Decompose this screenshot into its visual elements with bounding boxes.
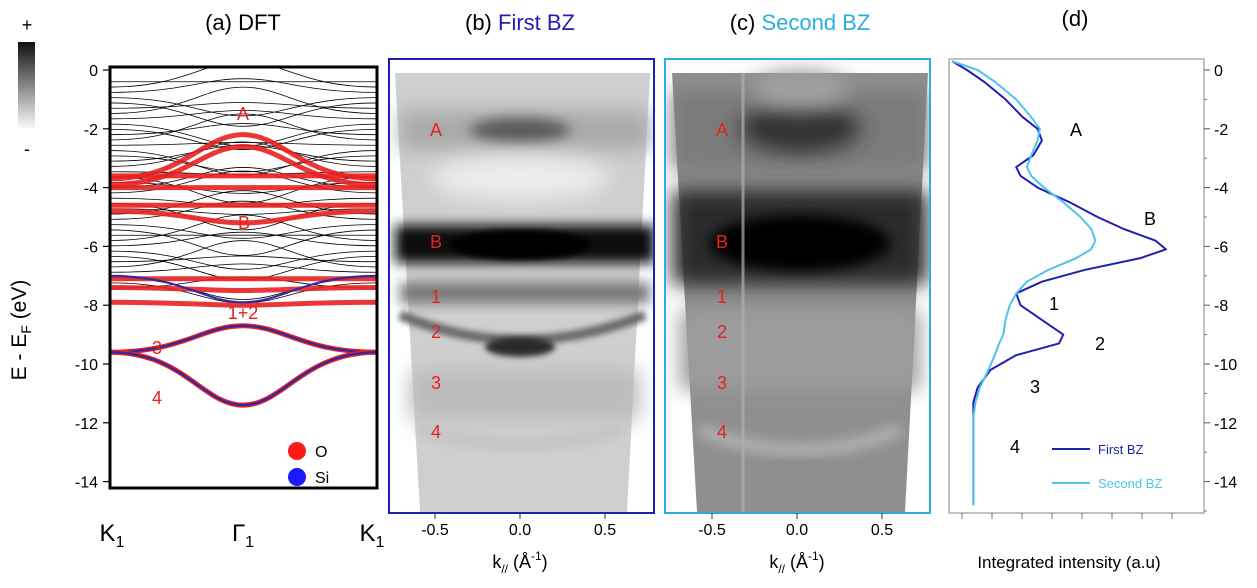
y-tick-label: -14	[75, 475, 98, 492]
x-tick-label: 0.0	[509, 522, 531, 539]
peak-label-1: 1	[717, 287, 727, 307]
y-tick-label: -2	[84, 122, 98, 139]
peak-label-2: 2	[717, 322, 727, 342]
panel-a-dft: (a) DFT 0-2-4-6-8-10-12-14 K1 Γ1 K1 A B …	[75, 10, 385, 551]
dft-band-o	[110, 146, 377, 184]
y-tick-label: -12	[1214, 416, 1237, 433]
peak-label-2: 2	[431, 322, 441, 342]
y-tick-label: -4	[84, 181, 98, 198]
y-tick-label: -2	[1214, 122, 1228, 139]
colorbar-gradient	[18, 42, 35, 130]
x-tick-label: 0.5	[871, 522, 893, 539]
panel-d-x-label: Integrated intensity (a.u)	[977, 553, 1160, 572]
x-tick-gamma1: Γ1	[232, 520, 254, 551]
peak-label-1: 1	[1049, 294, 1059, 314]
peak-label-3: 3	[431, 373, 441, 393]
dft-band-o	[110, 352, 377, 405]
panel-d-y-ticks: 0 -2 -4 -6 -8 -10 -12 -14	[1204, 63, 1237, 511]
legend-si-marker	[288, 468, 306, 486]
panel-b-x-ticks: -0.5 0.0 0.5	[421, 513, 616, 539]
y-tick-label: 0	[89, 63, 98, 80]
peak-label-3: 3	[717, 373, 727, 393]
panel-d-x-ticks	[962, 513, 1172, 519]
y-tick-label: -6	[1214, 239, 1228, 256]
arpes-image-second-bz	[672, 70, 928, 512]
y-tick-label: -10	[1214, 357, 1237, 374]
x-tick-k1-right: K1	[360, 520, 385, 551]
panel-a-legend: O Si	[288, 442, 329, 487]
x-tick-label: -0.5	[421, 522, 449, 539]
legend-si-label: Si	[315, 470, 329, 487]
peak-label-4: 4	[717, 422, 727, 442]
dft-band	[110, 79, 377, 93]
series-line-first-bz	[952, 61, 1166, 505]
panel-a-title: (a) DFT	[205, 10, 281, 35]
legend-label: First BZ	[1098, 442, 1144, 457]
dft-band	[110, 264, 377, 272]
peak-label-b: B	[716, 232, 728, 252]
dft-band	[110, 232, 377, 246]
panel-a-y-ticks: 0 -2 -4 -6 -8 -10 -12 -14	[75, 63, 110, 492]
y-tick-label: -8	[1214, 298, 1228, 315]
panel-c-second-bz: (c) Second BZ -0.5 0.0 0.5 k// (Å-1) A B 1…	[665, 10, 930, 576]
colorbar: + -	[18, 15, 35, 159]
y-tick-label: -12	[75, 416, 98, 433]
x-tick-label: 0.5	[594, 522, 616, 539]
peak-label-3: 3	[1030, 377, 1040, 397]
panel-c-x-ticks: -0.5 0.0 0.5	[698, 513, 893, 539]
peak-label-b: B	[1144, 209, 1156, 229]
x-tick-label: 0.0	[786, 522, 808, 539]
dft-band	[110, 62, 377, 87]
legend-o-label: O	[315, 444, 327, 461]
x-tick-label: -0.5	[698, 522, 726, 539]
legend-o-marker	[288, 442, 306, 460]
dft-band	[110, 230, 377, 255]
panel-d-legend: First BZ Second BZ	[1052, 442, 1162, 491]
y-tick-label: -4	[1214, 181, 1228, 198]
panel-b-title: (b) First BZ	[465, 10, 575, 35]
legend-label: Second BZ	[1098, 476, 1162, 491]
peak-label-a: A	[237, 104, 249, 124]
panel-d-peak-labels: A B 1 2 3 4	[1010, 120, 1156, 457]
dft-band-o	[110, 288, 377, 291]
colorbar-plus-label: +	[22, 15, 33, 35]
peak-label-4: 4	[1010, 437, 1020, 457]
peak-label-a: A	[1070, 120, 1082, 140]
peak-label-3: 3	[152, 338, 162, 358]
colorbar-minus-label: -	[24, 139, 30, 159]
y-tick-label: -14	[1214, 475, 1237, 492]
peak-label-b: B	[430, 232, 442, 252]
peak-label-4: 4	[152, 388, 162, 408]
peak-label-2: 2	[1095, 334, 1105, 354]
x-tick-k1-left: K1	[100, 520, 125, 551]
dft-band	[110, 251, 377, 269]
peak-label-b: B	[238, 213, 250, 233]
dft-band-si	[110, 326, 377, 352]
peak-label-4: 4	[431, 422, 441, 442]
panel-d-integrated-intensity: (d) 0 -2 -4 -6 -8 -10 -12 -14 A B 1 2 3 4 First…	[949, 6, 1237, 572]
panel-c-title: (c) Second BZ	[730, 10, 871, 35]
peak-label-a: A	[430, 120, 442, 140]
y-tick-label: -8	[84, 298, 98, 315]
panel-c-x-label: k// (Å-1)	[769, 549, 824, 576]
y-axis-label: E - EF (eV)	[8, 280, 34, 381]
peak-label-1-2: 1+2	[228, 303, 259, 323]
y-tick-label: -10	[75, 357, 98, 374]
panel-a-x-labels: K1 Γ1 K1	[100, 520, 385, 551]
y-tick-label: -6	[84, 239, 98, 256]
intensity-curves	[952, 61, 1166, 505]
panel-d-title: (d)	[1062, 6, 1089, 31]
peak-label-a: A	[716, 120, 728, 140]
peak-label-1: 1	[431, 287, 441, 307]
y-tick-label: 0	[1214, 63, 1223, 80]
panel-b-x-label: k// (Å-1)	[492, 549, 547, 576]
